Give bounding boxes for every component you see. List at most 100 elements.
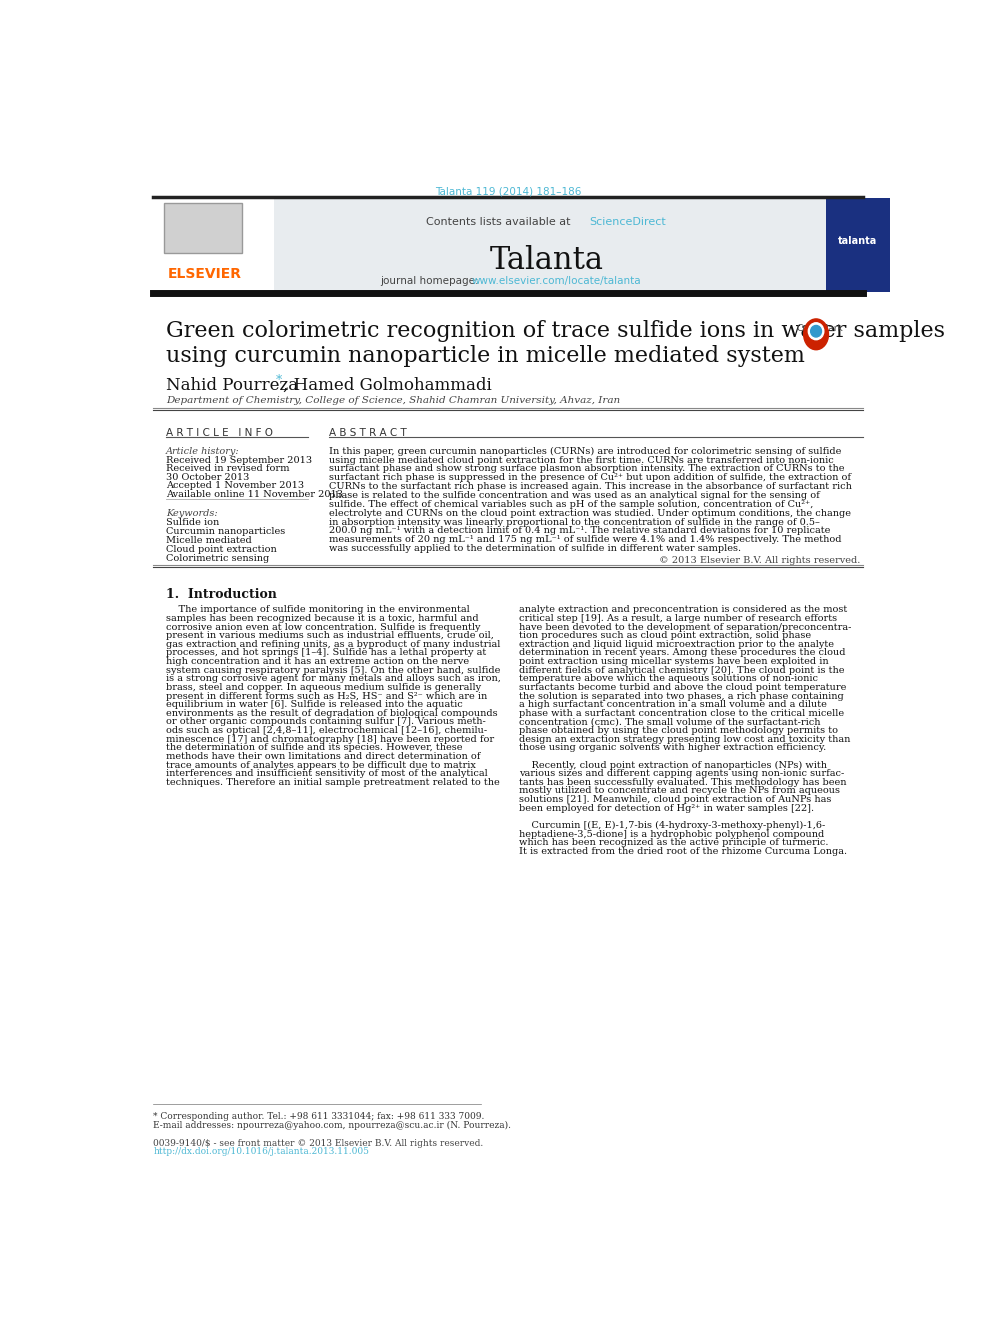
Ellipse shape <box>804 319 828 349</box>
Bar <box>154 198 863 292</box>
Ellipse shape <box>808 323 823 340</box>
Text: using curcumin nanoparticle in micelle mediated system: using curcumin nanoparticle in micelle m… <box>166 345 805 366</box>
Text: a high surfactant concentration in a small volume and a dilute: a high surfactant concentration in a sma… <box>519 700 827 709</box>
Text: Talanta: Talanta <box>489 245 603 277</box>
Text: extraction and liquid liquid microextraction prior to the analyte: extraction and liquid liquid microextrac… <box>519 640 834 648</box>
Text: minescence [17] and chromatography [18] have been reported for: minescence [17] and chromatography [18] … <box>166 734 494 744</box>
Text: surfactant phase and show strong surface plasmon absorption intensity. The extra: surfactant phase and show strong surface… <box>329 464 845 474</box>
Text: system causing respiratory paralysis [5]. On the other hand, sulfide: system causing respiratory paralysis [5]… <box>166 665 500 675</box>
Text: *: * <box>276 373 282 386</box>
Bar <box>826 198 890 292</box>
Text: surfactants become turbid and above the cloud point temperature: surfactants become turbid and above the … <box>519 683 846 692</box>
Text: equilibrium in water [6]. Sulfide is released into the aquatic: equilibrium in water [6]. Sulfide is rel… <box>166 700 462 709</box>
Ellipse shape <box>810 325 821 337</box>
Text: It is extracted from the dried root of the rhizome Curcuma Longa.: It is extracted from the dried root of t… <box>519 847 847 856</box>
Text: Curcumin nanoparticles: Curcumin nanoparticles <box>166 527 285 536</box>
Text: various sizes and different capping agents using non-ionic surfac-: various sizes and different capping agen… <box>519 769 844 778</box>
Text: concentration (cmc). The small volume of the surfactant-rich: concentration (cmc). The small volume of… <box>519 717 820 726</box>
Text: gas extraction and refining units, as a byproduct of many industrial: gas extraction and refining units, as a … <box>166 640 500 648</box>
Text: Sulfide ion: Sulfide ion <box>166 519 219 528</box>
Text: interferences and insufficient sensitivity of most of the analytical: interferences and insufficient sensitivi… <box>166 769 488 778</box>
Text: have been devoted to the development of separation/preconcentra-: have been devoted to the development of … <box>519 623 851 631</box>
Text: been employed for detection of Hg²⁺ in water samples [22].: been employed for detection of Hg²⁺ in w… <box>519 803 814 812</box>
Text: CrossMark: CrossMark <box>797 324 843 332</box>
Text: Available online 11 November 2013: Available online 11 November 2013 <box>166 490 343 499</box>
Text: critical step [19]. As a result, a large number of research efforts: critical step [19]. As a result, a large… <box>519 614 837 623</box>
Text: ScienceDirect: ScienceDirect <box>589 217 666 226</box>
Text: present in different forms such as H₂S, HS⁻ and S²⁻ which are in: present in different forms such as H₂S, … <box>166 692 487 701</box>
Text: talanta: talanta <box>838 235 878 246</box>
Text: solutions [21]. Meanwhile, cloud point extraction of AuNPs has: solutions [21]. Meanwhile, cloud point e… <box>519 795 831 804</box>
Text: Colorimetric sensing: Colorimetric sensing <box>166 554 269 562</box>
Text: Talanta 119 (2014) 181–186: Talanta 119 (2014) 181–186 <box>435 187 581 197</box>
Text: brass, steel and copper. In aqueous medium sulfide is generally: brass, steel and copper. In aqueous medi… <box>166 683 481 692</box>
Text: which has been recognized as the active principle of turmeric.: which has been recognized as the active … <box>519 839 828 847</box>
Text: A R T I C L E   I N F O: A R T I C L E I N F O <box>166 429 273 438</box>
Text: www.elsevier.com/locate/talanta: www.elsevier.com/locate/talanta <box>472 275 642 286</box>
Bar <box>154 198 274 292</box>
Text: http://dx.doi.org/10.1016/j.talanta.2013.11.005: http://dx.doi.org/10.1016/j.talanta.2013… <box>154 1147 369 1156</box>
Text: Received in revised form: Received in revised form <box>166 464 290 474</box>
Text: environments as the result of degradation of biological compounds: environments as the result of degradatio… <box>166 709 497 718</box>
Text: phase obtained by using the cloud point methodology permits to: phase obtained by using the cloud point … <box>519 726 838 736</box>
Text: CURNs to the surfactant rich phase is increased again. This increase in the abso: CURNs to the surfactant rich phase is in… <box>329 482 852 491</box>
Text: in absorption intensity was linearly proportional to the concentration of sulfid: in absorption intensity was linearly pro… <box>329 517 820 527</box>
Text: design an extraction strategy presenting low cost and toxicity than: design an extraction strategy presenting… <box>519 734 850 744</box>
Text: * Corresponding author. Tel.: +98 611 3331044; fax: +98 611 333 7009.: * Corresponding author. Tel.: +98 611 33… <box>154 1113 485 1121</box>
Text: using micelle mediated cloud point extraction for the first time. CURNs are tran: using micelle mediated cloud point extra… <box>329 455 834 464</box>
Text: Received 19 September 2013: Received 19 September 2013 <box>166 456 311 464</box>
Text: techniques. Therefore an initial sample pretreatment related to the: techniques. Therefore an initial sample … <box>166 778 500 787</box>
Text: 0039-9140/$ - see front matter © 2013 Elsevier B.V. All rights reserved.: 0039-9140/$ - see front matter © 2013 El… <box>154 1139 484 1148</box>
Text: Contents lists available at: Contents lists available at <box>427 217 574 226</box>
Text: 30 October 2013: 30 October 2013 <box>166 472 249 482</box>
Text: The importance of sulfide monitoring in the environmental: The importance of sulfide monitoring in … <box>166 606 469 614</box>
Text: temperature above which the aqueous solutions of non-ionic: temperature above which the aqueous solu… <box>519 675 818 684</box>
Text: present in various mediums such as industrial effluents, crude oil,: present in various mediums such as indus… <box>166 631 494 640</box>
Text: trace amounts of analytes appears to be difficult due to matrix: trace amounts of analytes appears to be … <box>166 761 476 770</box>
Text: processes, and hot springs [1–4]. Sulfide has a lethal property at: processes, and hot springs [1–4]. Sulfid… <box>166 648 486 658</box>
Text: point extraction using micellar systems have been exploited in: point extraction using micellar systems … <box>519 658 829 665</box>
Text: Accepted 1 November 2013: Accepted 1 November 2013 <box>166 482 304 491</box>
Text: Keywords:: Keywords: <box>166 509 217 519</box>
Text: was successfully applied to the determination of sulfide in different water samp: was successfully applied to the determin… <box>329 544 741 553</box>
Text: sulfide. The effect of chemical variables such as pH of the sample solution, con: sulfide. The effect of chemical variable… <box>329 500 813 509</box>
Text: mostly utilized to concentrate and recycle the NPs from aqueous: mostly utilized to concentrate and recyc… <box>519 786 840 795</box>
Text: determination in recent years. Among these procedures the cloud: determination in recent years. Among the… <box>519 648 846 658</box>
Text: Nahid Pourreza: Nahid Pourreza <box>166 377 298 394</box>
Text: phase with a surfactant concentration close to the critical micelle: phase with a surfactant concentration cl… <box>519 709 844 718</box>
Text: Micelle mediated: Micelle mediated <box>166 536 252 545</box>
Text: ods such as optical [2,4,8–11], electrochemical [12–16], chemilu-: ods such as optical [2,4,8–11], electroc… <box>166 726 487 736</box>
Text: corrosive anion even at low concentration. Sulfide is frequently: corrosive anion even at low concentratio… <box>166 623 480 631</box>
Text: is a strong corrosive agent for many metals and alloys such as iron,: is a strong corrosive agent for many met… <box>166 675 501 684</box>
Text: the solution is separated into two phases, a rich phase containing: the solution is separated into two phase… <box>519 692 844 701</box>
Text: ELSEVIER: ELSEVIER <box>169 266 242 280</box>
Text: Curcumin [(E, E)-1,7-bis (4-hydroxy-3-methoxy-phenyl)-1,6-: Curcumin [(E, E)-1,7-bis (4-hydroxy-3-me… <box>519 822 825 830</box>
Text: Cloud point extraction: Cloud point extraction <box>166 545 277 554</box>
Text: 1.  Introduction: 1. Introduction <box>166 589 277 602</box>
Text: electrolyte and CURNs on the cloud point extraction was studied. Under optimum c: electrolyte and CURNs on the cloud point… <box>329 509 851 517</box>
Text: Article history:: Article history: <box>166 447 239 455</box>
Text: Recently, cloud point extraction of nanoparticles (NPs) with: Recently, cloud point extraction of nano… <box>519 761 827 770</box>
Text: heptadiene-3,5-dione] is a hydrophobic polyphenol compound: heptadiene-3,5-dione] is a hydrophobic p… <box>519 830 824 839</box>
Text: Department of Chemistry, College of Science, Shahid Chamran University, Ahvaz, I: Department of Chemistry, College of Scie… <box>166 396 620 405</box>
Text: the determination of sulfide and its species. However, these: the determination of sulfide and its spe… <box>166 744 462 753</box>
Text: those using organic solvents with higher extraction efficiency.: those using organic solvents with higher… <box>519 744 826 753</box>
Text: different fields of analytical chemistry [20]. The cloud point is the: different fields of analytical chemistry… <box>519 665 845 675</box>
Text: , Hamed Golmohammadi: , Hamed Golmohammadi <box>283 377 492 394</box>
Text: or other organic compounds containing sulfur [7]. Various meth-: or other organic compounds containing su… <box>166 717 486 726</box>
Text: methods have their own limitations and direct determination of: methods have their own limitations and d… <box>166 751 480 761</box>
Text: surfactant rich phase is suppressed in the presence of Cu²⁺ but upon addition of: surfactant rich phase is suppressed in t… <box>329 474 851 483</box>
Text: samples has been recognized because it is a toxic, harmful and: samples has been recognized because it i… <box>166 614 478 623</box>
Text: measurements of 20 ng mL⁻¹ and 175 ng mL⁻¹ of sulfide were 4.1% and 1.4% respect: measurements of 20 ng mL⁻¹ and 175 ng mL… <box>329 536 842 544</box>
Text: tants has been successfully evaluated. This methodology has been: tants has been successfully evaluated. T… <box>519 778 847 787</box>
Text: 200.0 ng mL⁻¹ with a detection limit of 0.4 ng mL⁻¹. The relative standard devia: 200.0 ng mL⁻¹ with a detection limit of … <box>329 527 830 536</box>
Text: © 2013 Elsevier B.V. All rights reserved.: © 2013 Elsevier B.V. All rights reserved… <box>659 556 860 565</box>
Text: analyte extraction and preconcentration is considered as the most: analyte extraction and preconcentration … <box>519 606 847 614</box>
Text: high concentration and it has an extreme action on the nerve: high concentration and it has an extreme… <box>166 658 469 665</box>
Text: A B S T R A C T: A B S T R A C T <box>329 429 407 438</box>
Text: journal homepage:: journal homepage: <box>380 275 482 286</box>
Text: In this paper, green curcumin nanoparticles (CURNs) are introduced for colorimet: In this paper, green curcumin nanopartic… <box>329 447 842 456</box>
Text: Green colorimetric recognition of trace sulfide ions in water samples: Green colorimetric recognition of trace … <box>166 320 944 343</box>
Text: E-mail addresses: npourreza@yahoo.com, npourreza@scu.ac.ir (N. Pourreza).: E-mail addresses: npourreza@yahoo.com, n… <box>154 1121 512 1130</box>
Text: tion procedures such as cloud point extraction, solid phase: tion procedures such as cloud point extr… <box>519 631 811 640</box>
